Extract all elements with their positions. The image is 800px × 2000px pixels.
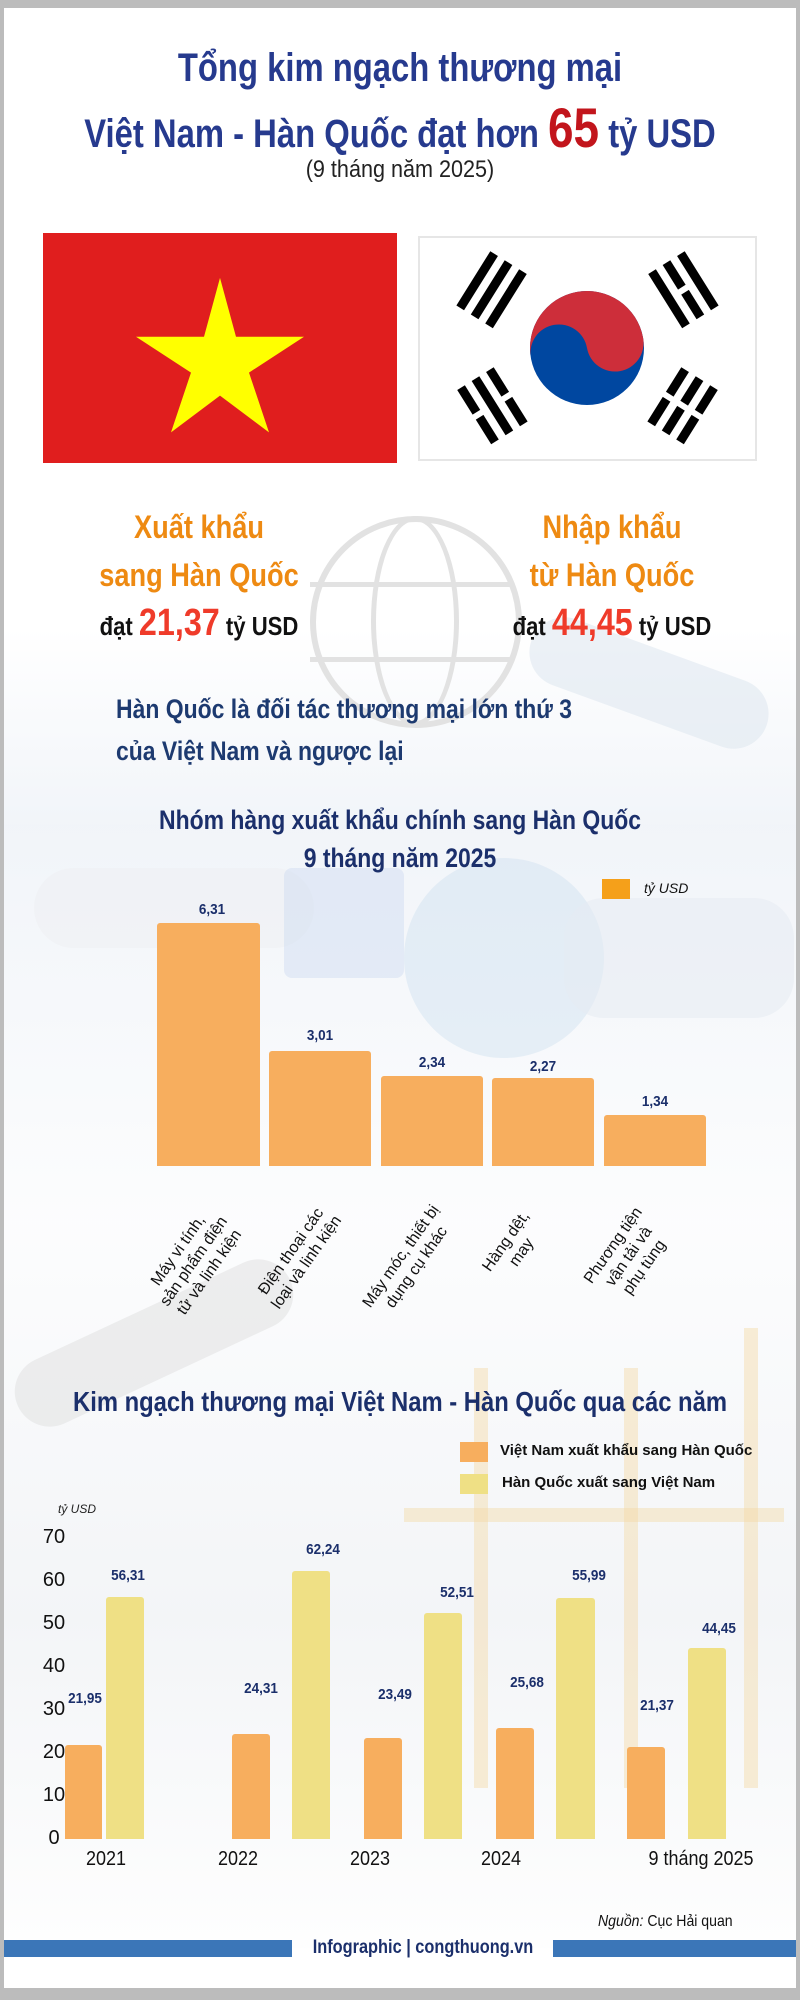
footer-divider-left — [4, 1940, 292, 1957]
page-title-line1: Tổng kim ngạch thương mại — [177, 46, 623, 90]
import-heading-line2: từ Hàn Quốc — [529, 557, 695, 593]
legend-label-import: Hàn Quốc xuất sang Việt Nam — [502, 1474, 716, 1491]
bar-value-label: 2,34 — [418, 1054, 446, 1071]
legend-swatch-import — [460, 1474, 488, 1494]
legend-swatch-export — [460, 1442, 488, 1462]
train-illustration — [564, 898, 794, 1018]
chart2-title: Kim ngạch thương mại Việt Nam - Hàn Quốc… — [73, 1386, 727, 1417]
y-tick: 0 — [48, 1827, 60, 1849]
chart1-bar — [492, 1078, 594, 1166]
bar-value-label: 44,45 — [702, 1620, 736, 1637]
x-axis-label: 2022 — [217, 1848, 259, 1870]
bar-value-label: 52,51 — [440, 1584, 474, 1601]
y-tick: 60 — [42, 1569, 66, 1591]
source-note: Nguồn: Cục Hải quan — [598, 1913, 733, 1931]
chart1-bar — [269, 1051, 371, 1166]
bar-value-label: 56,31 — [111, 1567, 145, 1584]
bar-value-label: 21,95 — [68, 1690, 102, 1707]
import-value: 44,45 — [551, 602, 633, 644]
import-bar — [688, 1648, 726, 1839]
bar-value-label: 3,01 — [306, 1027, 334, 1044]
export-bar — [364, 1738, 402, 1839]
x-axis-label: 2023 — [349, 1848, 391, 1870]
vietnam-flag-icon — [43, 233, 397, 463]
chart1-bar — [157, 923, 260, 1166]
y-tick: 40 — [42, 1655, 66, 1677]
port-crane-illustration — [624, 1368, 638, 1788]
bar-value-label: 2,27 — [529, 1058, 557, 1075]
bar-value-label: 6,31 — [198, 901, 226, 918]
export-summary: Xuất khẩu sang Hàn Quốc đạt 21,37 tỷ USD — [72, 503, 327, 650]
import-prefix: đạt — [512, 611, 546, 641]
bar-value-label: 25,68 — [510, 1674, 544, 1691]
truck-illustration — [284, 868, 404, 978]
y-tick: 10 — [42, 1784, 66, 1806]
port-crane-illustration — [744, 1328, 758, 1788]
chart1-bar — [604, 1115, 706, 1166]
y-tick: 50 — [42, 1612, 66, 1634]
export-bar — [496, 1728, 534, 1839]
infographic-canvas: Tổng kim ngạch thương mại Việt Nam - Hàn… — [4, 8, 796, 1988]
import-bar — [424, 1613, 462, 1839]
export-value-line: đạt 21,37 tỷ USD — [72, 599, 327, 650]
statement-line2: của Việt Nam và ngược lại — [116, 736, 404, 766]
chart1-legend-swatch — [602, 879, 630, 899]
bar-value-label: 1,34 — [641, 1093, 669, 1110]
page-title-line2: Việt Nam - Hàn Quốc đạt hơn 65 tỷ USD — [75, 100, 724, 162]
x-axis-label: 2024 — [480, 1848, 522, 1870]
chart1-title-line2: 9 tháng năm 2025 — [303, 843, 497, 873]
y-axis-unit: tỷ USD — [58, 1502, 97, 1516]
chart1-title-line1: Nhóm hàng xuất khẩu chính sang Hàn Quốc — [158, 805, 642, 835]
export-bar — [232, 1734, 270, 1839]
port-crane-illustration — [404, 1508, 784, 1522]
import-bar — [106, 1597, 144, 1839]
bar-value-label: 62,24 — [306, 1541, 340, 1558]
bar-value-label: 55,99 — [572, 1567, 606, 1584]
export-heading-line1: Xuất khẩu — [134, 509, 264, 545]
x-axis-label: 9 tháng 2025 — [648, 1848, 754, 1870]
globe-arrows-icon — [310, 516, 522, 728]
title-suffix: tỷ USD — [608, 112, 716, 156]
page-subtitle: (9 tháng năm 2025) — [305, 156, 495, 183]
statement-line1: Hàn Quốc là đối tác thương mại lớn thứ 3 — [116, 694, 573, 724]
export-prefix: đạt — [99, 611, 133, 641]
y-tick: 30 — [42, 1698, 66, 1720]
chart1-bar — [381, 1076, 483, 1166]
import-summary: Nhập khẩu từ Hàn Quốc đạt 44,45 tỷ USD — [485, 503, 740, 650]
import-heading-line1: Nhập khẩu — [542, 509, 682, 545]
source-label: Nguồn: — [598, 1913, 644, 1930]
title-prefix: Việt Nam - Hàn Quốc đạt hơn — [84, 112, 539, 156]
bar-value-label: 24,31 — [244, 1680, 278, 1697]
import-unit: tỷ USD — [638, 611, 712, 641]
export-bar — [65, 1745, 102, 1839]
x-axis-label: 2021 — [85, 1848, 127, 1870]
export-heading-line2: sang Hàn Quốc — [99, 557, 299, 593]
import-bar — [556, 1598, 595, 1839]
bar-value-label: 23,49 — [378, 1686, 412, 1703]
port-crane-illustration — [474, 1368, 488, 1788]
footer-brand: Infographic | congthuong.vn — [312, 1937, 534, 1958]
korea-flag-icon — [418, 236, 757, 461]
import-bar — [292, 1571, 330, 1839]
y-tick: 70 — [42, 1526, 66, 1548]
title-highlight-65: 65 — [548, 96, 600, 159]
export-value: 21,37 — [138, 602, 220, 644]
export-unit: tỷ USD — [225, 611, 299, 641]
import-value-line: đạt 44,45 tỷ USD — [485, 599, 740, 650]
footer-divider-right — [553, 1940, 796, 1957]
chart1-legend-label: tỷ USD — [644, 880, 689, 896]
y-tick: 20 — [42, 1741, 66, 1763]
bar-value-label: 21,37 — [640, 1697, 674, 1714]
source-value: Cục Hải quan — [647, 1913, 733, 1930]
export-bar — [627, 1747, 665, 1839]
legend-label-export: Việt Nam xuất khẩu sang Hàn Quốc — [500, 1442, 753, 1459]
partner-statement: Hàn Quốc là đối tác thương mại lớn thứ 3… — [116, 688, 572, 772]
